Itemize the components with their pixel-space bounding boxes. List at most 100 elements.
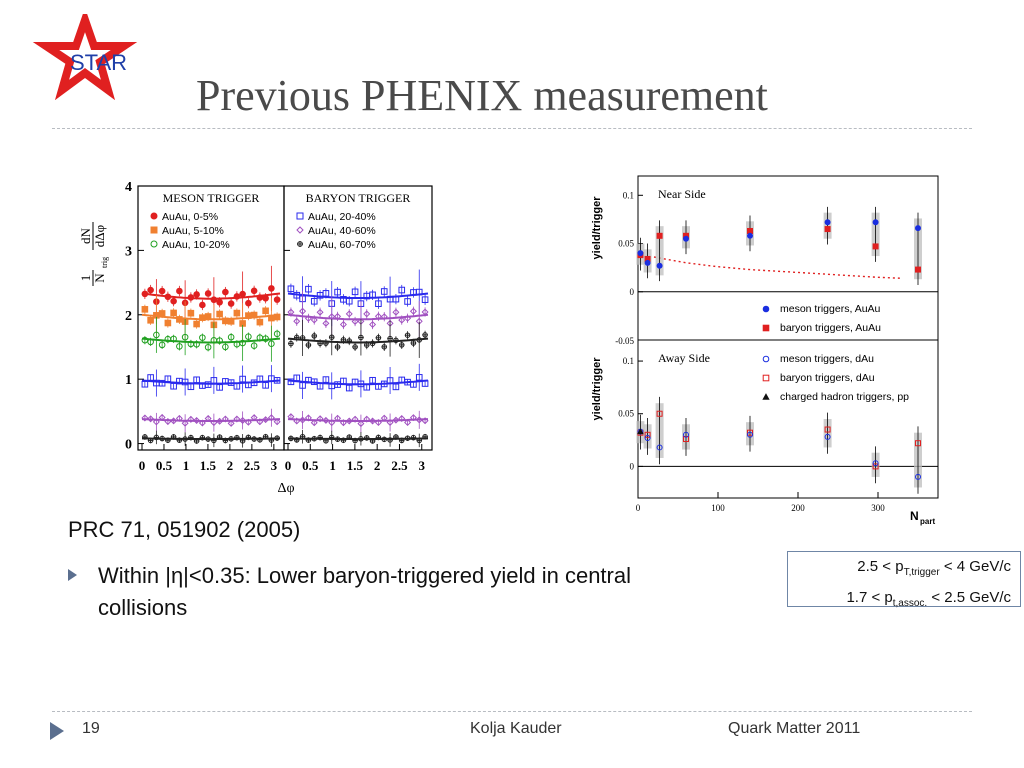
meson-point: [656, 262, 663, 269]
data-point: [216, 337, 223, 344]
data-point: [410, 340, 417, 346]
data-point: [310, 297, 318, 305]
data-point: [187, 415, 195, 423]
legend-marker: [762, 374, 770, 382]
data-point: [305, 342, 312, 348]
legend-marker: [150, 226, 158, 234]
x-tick-label: 200: [791, 503, 805, 513]
series: [141, 365, 281, 397]
data-point: [636, 414, 645, 450]
legend-marker: [297, 241, 303, 247]
bullet-text: Within |η|<0.35: Lower baryon-triggered …: [98, 563, 631, 620]
data-point: [404, 332, 411, 339]
x-tick-label: 0.5: [302, 458, 319, 473]
fit-curve: [141, 292, 281, 300]
data-point: [643, 243, 652, 279]
data-point: [375, 334, 382, 341]
y-tick-label: 1: [125, 373, 132, 388]
data-point: [316, 415, 324, 423]
data-point: [404, 298, 411, 305]
data-point: [380, 288, 388, 295]
y-axis-label-text: yield/trigger: [591, 357, 603, 421]
footer-divider: [52, 711, 972, 712]
data-point: [147, 316, 154, 324]
data-point: [239, 416, 247, 424]
data-point: [239, 375, 246, 383]
data-point: [204, 343, 212, 351]
data-point: [351, 288, 359, 296]
data-point: [193, 291, 200, 298]
data-point: [310, 316, 318, 324]
data-point: [345, 384, 353, 392]
y-tick-label: 2: [125, 309, 132, 324]
star-icon: [32, 14, 138, 100]
data-point: [352, 344, 358, 350]
fit-curve: [287, 313, 429, 321]
legend-marker: [296, 212, 304, 220]
data-point: [392, 416, 400, 424]
y-axis-label: yield/trigger: [591, 196, 603, 260]
y-axis-label-text: yield/trigger: [591, 196, 603, 260]
y-tick-label: 4: [125, 180, 132, 195]
y-tick-label: 0: [630, 287, 635, 297]
data-point: [273, 296, 281, 303]
fit-curve: [141, 418, 281, 422]
data-point: [316, 308, 324, 316]
data-point: [216, 298, 223, 306]
legend-label: baryon triggers, dAu: [780, 372, 875, 384]
star-logo-text: STAR: [70, 50, 127, 75]
fit-curve: [287, 437, 429, 441]
fit-curve: [141, 337, 281, 344]
bullet-item: Within |η|<0.35: Lower baryon-triggered …: [68, 560, 708, 624]
x-tick-label: 0: [285, 458, 292, 473]
data-point: [914, 426, 922, 494]
data-point: [147, 286, 154, 294]
data-point: [141, 306, 149, 313]
near-side-panel: 0 0.05 0.1 yield/trigger Near Side meson trig…: [591, 175, 939, 341]
bullet-triangle-icon: [68, 569, 77, 581]
data-point: [233, 415, 241, 423]
data-point: [363, 310, 371, 318]
y-label-dn: dN: [78, 227, 93, 244]
fit-curve: [141, 437, 281, 441]
x-tick-label: 2: [374, 458, 381, 473]
page-title: Previous PHENIX measurement: [196, 71, 768, 120]
baryon-point: [683, 436, 689, 443]
data-point: [222, 288, 229, 296]
yield-per-trigger-chart: 0 0.05 0.1 yield/trigger Near Side meson trig…: [591, 175, 939, 526]
data-point: [227, 419, 235, 427]
series: [141, 316, 281, 362]
data-point: [415, 374, 423, 381]
kinematic-cuts-box: 2.5 < pT,trigger < 4 GeV/c 1.7 < pt,asso…: [787, 551, 1021, 609]
panel-baryon: 0 0.5 1 1.5 2 2.5 3 BARYON TRIGGER AuAu, 20-40% A…: [283, 185, 433, 473]
data-point: [153, 434, 160, 441]
data-point: [158, 379, 166, 387]
x-tick-label: 100: [711, 503, 725, 513]
data-point: [288, 340, 294, 347]
data-point: [305, 285, 312, 293]
data-point: [273, 330, 281, 338]
data-point: [216, 310, 223, 318]
data-point: [398, 342, 405, 348]
data-point: [181, 378, 189, 386]
data-point: [262, 307, 269, 315]
data-point: [227, 300, 235, 307]
data-point: [404, 418, 412, 427]
data-point: [398, 415, 406, 423]
data-point: [245, 299, 252, 307]
footer-triangle-icon: [50, 722, 64, 740]
data-point: [164, 319, 172, 327]
y-label-n: N: [92, 273, 107, 283]
data-point: [141, 414, 149, 422]
meson-point: [824, 219, 831, 226]
data-point: [152, 418, 160, 426]
legend-marker: [762, 393, 770, 400]
data-point: [153, 331, 160, 339]
baryon-point: [872, 243, 879, 250]
data-point: [141, 336, 149, 344]
fit-curve: [141, 313, 281, 321]
series: [141, 408, 281, 433]
x-tick-label: 1.5: [347, 458, 364, 473]
